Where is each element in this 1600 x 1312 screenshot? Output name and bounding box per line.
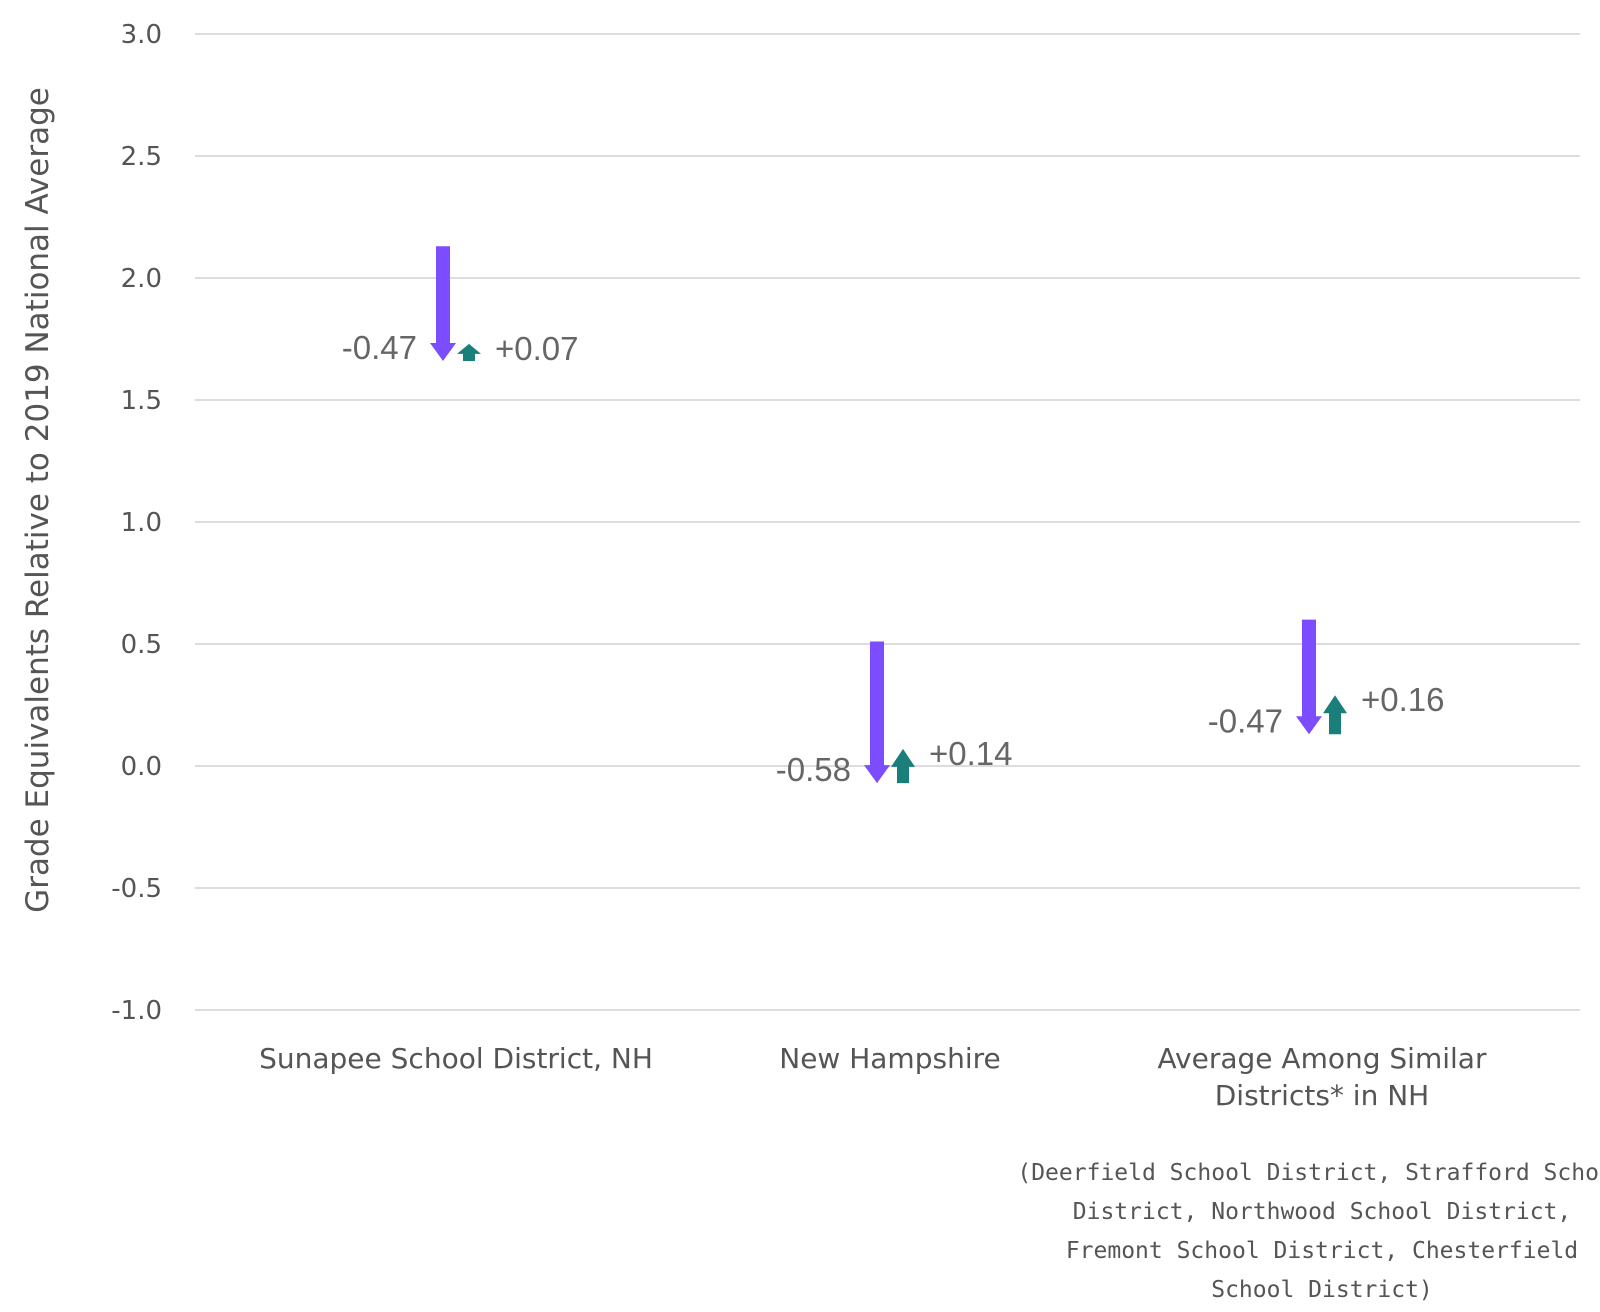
recovery-arrow bbox=[891, 748, 915, 784]
category-arrows: -0.58 +0.14 bbox=[776, 641, 1013, 788]
y-tick-label: 2.0 bbox=[121, 264, 162, 294]
recovery-value-label: +0.14 bbox=[929, 735, 1013, 772]
category-arrows: -0.47 +0.07 bbox=[342, 246, 579, 367]
recovery-value-label: +0.16 bbox=[1361, 681, 1445, 718]
category-label: Districts* in NH bbox=[1215, 1079, 1429, 1112]
category-arrows: -0.47 +0.16 bbox=[1208, 619, 1445, 739]
y-tick-label: 0.0 bbox=[121, 752, 162, 782]
y-tick-label: 0.5 bbox=[121, 630, 162, 660]
category-note: District, Northwood School District, bbox=[1073, 1199, 1572, 1225]
recovery-value-label: +0.07 bbox=[495, 330, 579, 367]
y-tick-label: -0.5 bbox=[111, 874, 162, 904]
recovery-arrow bbox=[457, 343, 481, 361]
category-note: (Deerfield School District, Strafford Sc… bbox=[1017, 1160, 1600, 1186]
recovery-arrow bbox=[1323, 695, 1347, 735]
y-axis-title: Grade Equivalents Relative to 2019 Natio… bbox=[20, 87, 56, 913]
decline-arrow bbox=[864, 641, 890, 784]
y-tick-label: 1.0 bbox=[121, 508, 162, 538]
y-axis-ticks: 3.0 2.5 2.0 1.5 1.0 0.5 0.0 -0.5 -1.0 bbox=[111, 20, 162, 1026]
arrow-marks: -0.47 +0.07 -0.58 +0.14 -0.47 +0.16 bbox=[342, 246, 1445, 788]
y-tick-label: 2.5 bbox=[121, 142, 162, 172]
decline-value-label: -0.47 bbox=[1208, 702, 1283, 739]
category-label: Sunapee School District, NH bbox=[259, 1042, 653, 1075]
y-tick-label: 1.5 bbox=[121, 386, 162, 416]
category-note: Fremont School District, Chesterfield bbox=[1066, 1238, 1578, 1264]
decline-value-label: -0.47 bbox=[342, 329, 417, 366]
decline-value-label: -0.58 bbox=[776, 751, 851, 788]
gridlines bbox=[195, 33, 1580, 1011]
category-label: Average Among Similar bbox=[1158, 1042, 1487, 1075]
y-tick-label: -1.0 bbox=[111, 996, 162, 1026]
category-labels: Sunapee School District, NH New Hampshire… bbox=[259, 1042, 1600, 1303]
category-label: New Hampshire bbox=[779, 1042, 1000, 1075]
category-note: School District) bbox=[1211, 1277, 1433, 1303]
decline-arrow bbox=[430, 246, 456, 361]
decline-arrow bbox=[1296, 619, 1322, 735]
y-tick-label: 3.0 bbox=[121, 20, 162, 50]
